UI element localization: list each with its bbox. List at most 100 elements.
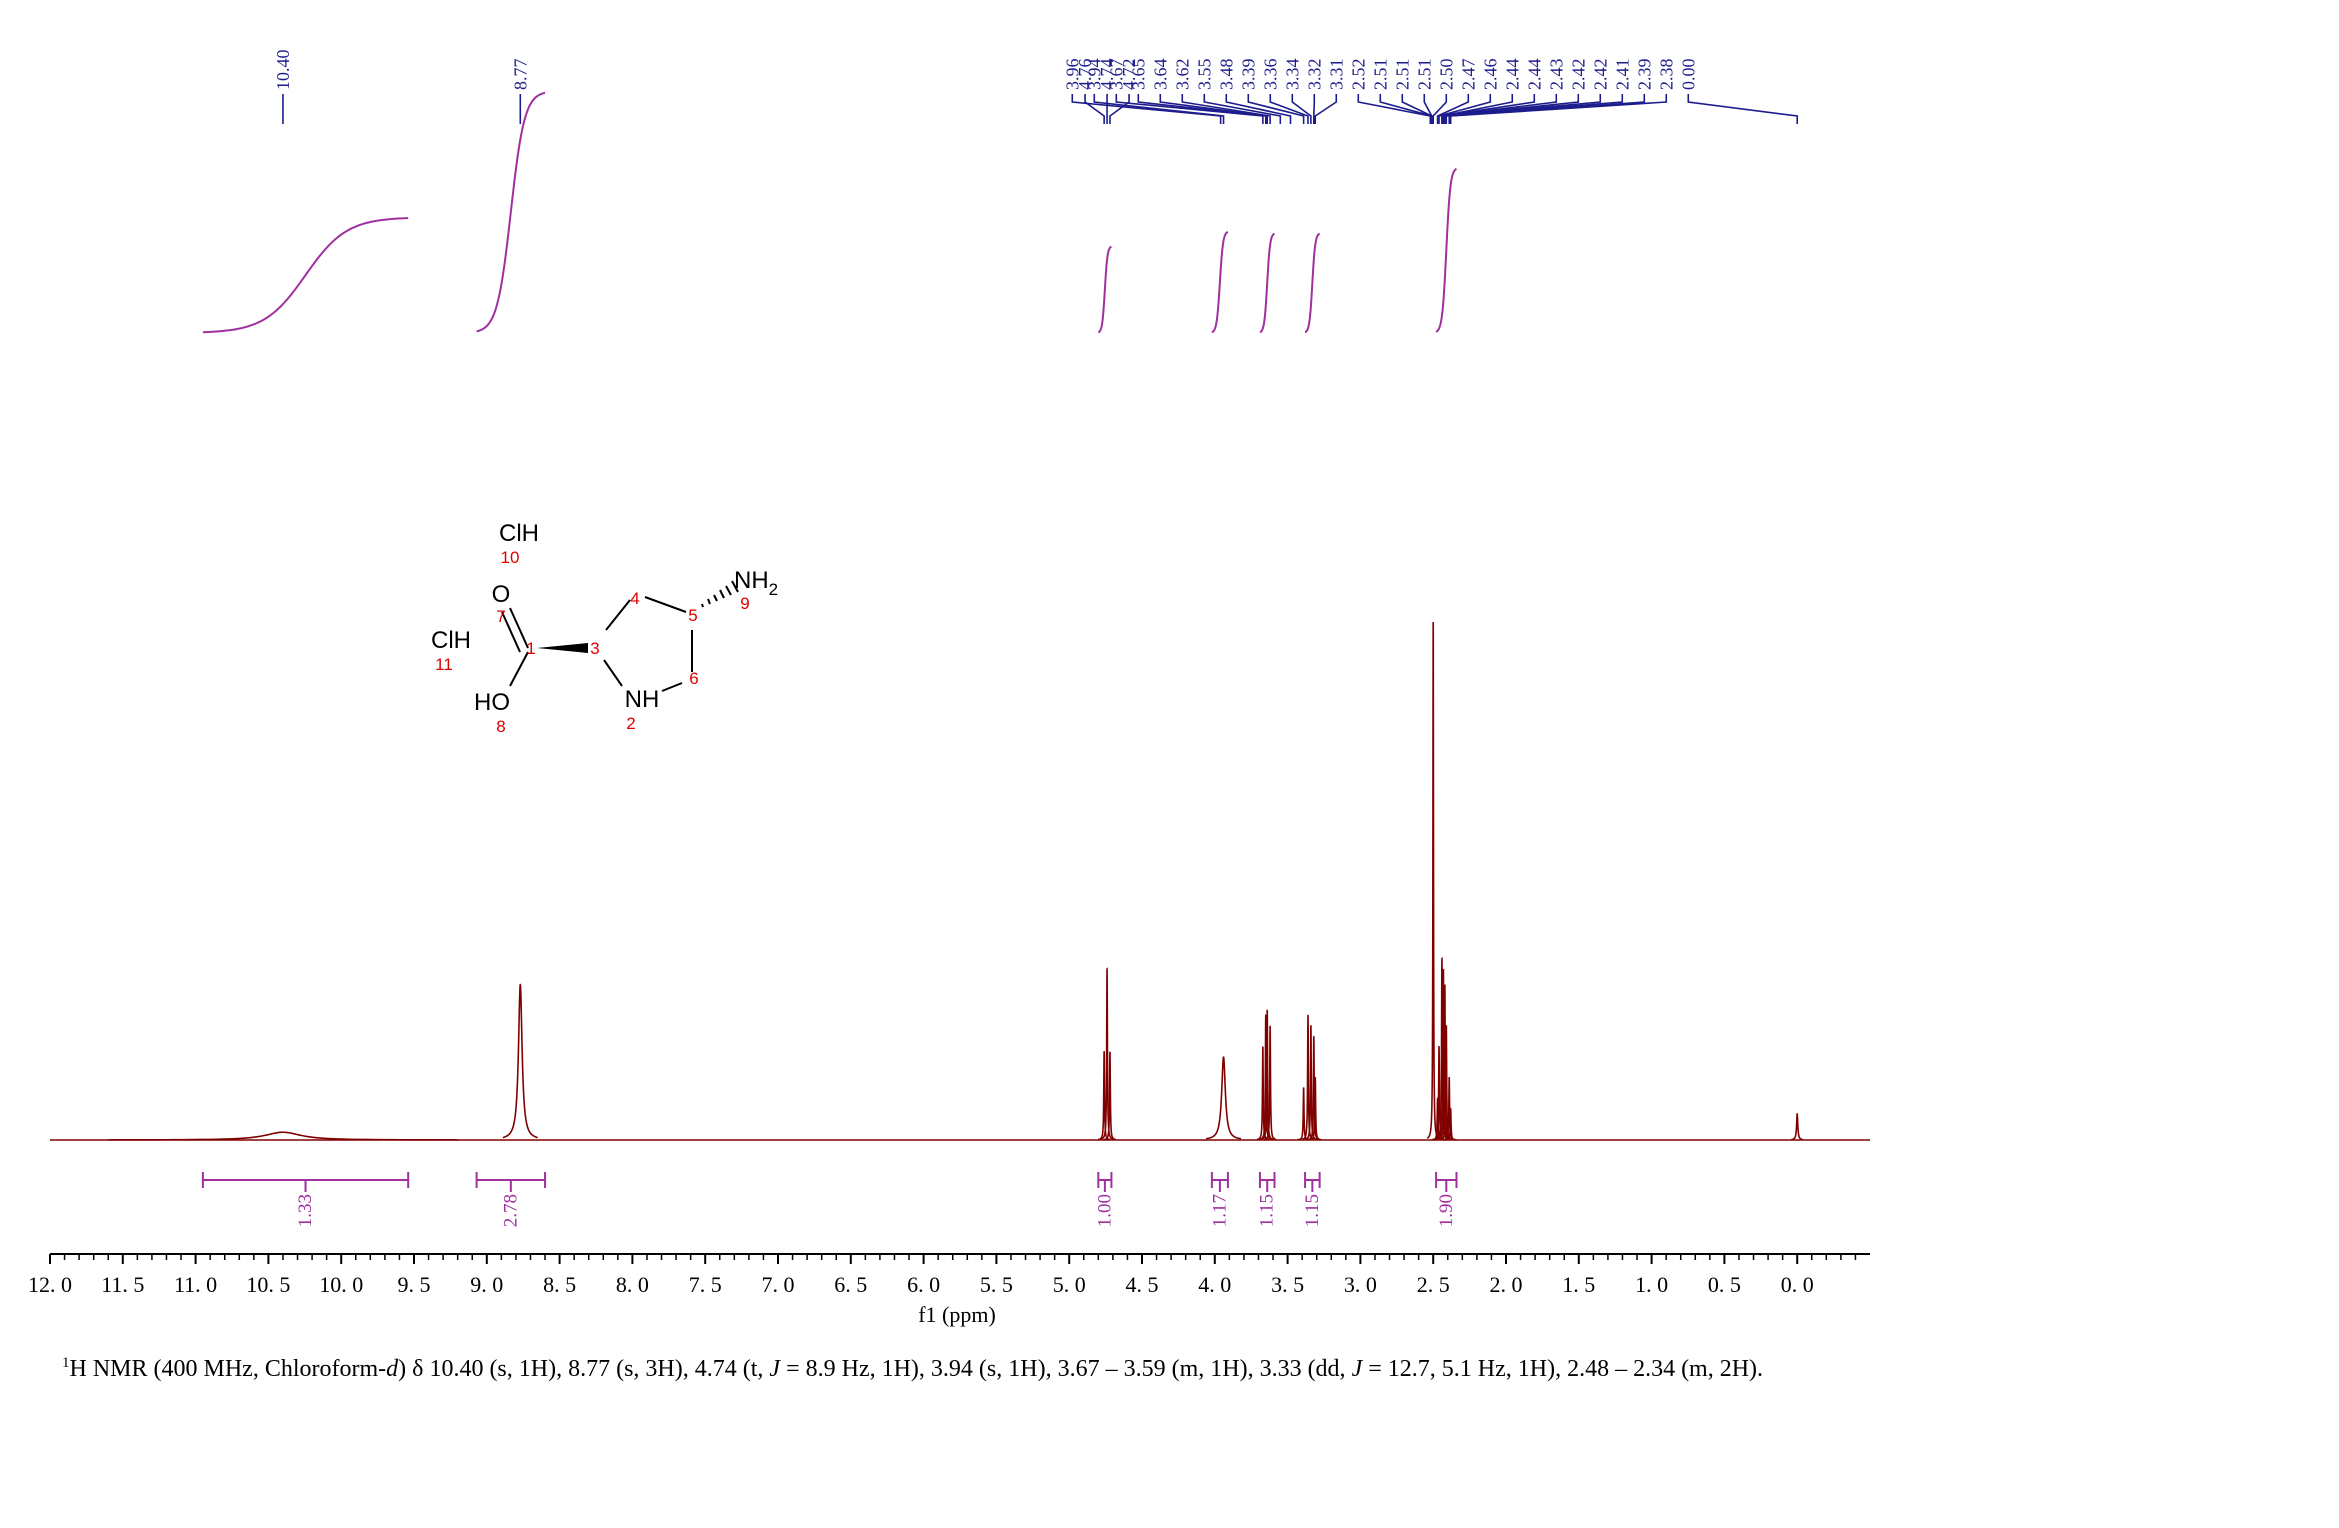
integral-bar	[1210, 1172, 1229, 1192]
peak-connector	[1181, 94, 1271, 124]
caption-italic: J	[1352, 1356, 1364, 1382]
peak-connector	[1269, 94, 1309, 124]
x-tick-label: 6. 0	[907, 1272, 940, 1297]
integral-label: 1.15	[1257, 1194, 1278, 1227]
hash-bond	[701, 580, 739, 608]
x-tick-label: 10. 5	[246, 1272, 290, 1297]
peak-label: 2.51	[1392, 59, 1412, 91]
peak-connector	[1438, 94, 1492, 124]
peak-label: 2.50	[1436, 59, 1456, 91]
peak	[1426, 621, 1440, 1139]
peak-connector	[1442, 94, 1558, 124]
atom-number: 2	[626, 714, 635, 733]
x-tick-label: 10. 0	[319, 1272, 363, 1297]
peak	[1097, 1051, 1111, 1141]
integral-curve	[1435, 167, 1458, 333]
x-axis-title: f1 (ppm)	[918, 1302, 996, 1327]
peak	[108, 1131, 458, 1141]
atom-number: 11	[435, 655, 453, 674]
atom-number: 7	[496, 607, 505, 626]
x-tick-label: 9. 0	[470, 1272, 503, 1297]
bond	[605, 599, 631, 631]
peak-connector	[1247, 94, 1305, 124]
peak	[1444, 1106, 1457, 1141]
bond	[644, 596, 687, 613]
atom-label: NH	[734, 567, 769, 594]
integral-label: 2.78	[500, 1194, 521, 1227]
caption-text: = 12.7, 5.1 Hz, 1H), 2.48 – 2.34 (m, 2H)…	[1362, 1356, 1763, 1382]
peak	[1438, 984, 1452, 1140]
x-tick-label: 5. 0	[1053, 1272, 1086, 1297]
integral-curve	[1304, 232, 1321, 334]
peak-label: 3.34	[1282, 59, 1302, 91]
peak	[1443, 1077, 1456, 1141]
x-tick-label: 0. 0	[1781, 1272, 1814, 1297]
peak-label: 2.39	[1634, 59, 1654, 91]
x-tick-label: 2. 5	[1417, 1272, 1450, 1297]
carbon-number: 3	[590, 639, 599, 658]
peak-label: 2.38	[1656, 59, 1676, 91]
peak	[1309, 1077, 1322, 1141]
wedge-bond	[537, 643, 588, 653]
x-tick-label: 1. 0	[1635, 1272, 1668, 1297]
peak	[1301, 1014, 1315, 1141]
peak-connector	[1225, 94, 1292, 124]
integral-curve	[1211, 230, 1229, 334]
peak-connector	[1109, 94, 1130, 124]
bond	[509, 651, 529, 687]
atom-label: O	[492, 581, 511, 608]
bond	[501, 611, 521, 653]
caption-italic: d	[386, 1356, 399, 1382]
peak-label: 3.65	[1128, 59, 1148, 91]
peak-connector	[1444, 94, 1602, 124]
caption-text: ) δ 10.40 (s, 1H), 8.77 (s, 3H), 4.74 (t…	[398, 1356, 769, 1382]
x-tick-label: 11. 5	[101, 1272, 144, 1297]
peak-label: 3.32	[1304, 59, 1324, 91]
bond	[661, 682, 683, 692]
peak-label: 2.44	[1502, 59, 1522, 91]
atom-number: 8	[496, 717, 505, 736]
x-tick-label: 8. 0	[616, 1272, 649, 1297]
x-tick-label: 0. 5	[1708, 1272, 1741, 1297]
integral-label: 1.15	[1302, 1194, 1323, 1227]
peak-label: 3.31	[1326, 59, 1346, 91]
atom-label: NH2	[734, 567, 778, 599]
bond	[509, 607, 529, 649]
peak-connector	[1357, 94, 1432, 124]
integral-label: 1.90	[1436, 1194, 1457, 1227]
peak	[1304, 1025, 1318, 1141]
peak-label: 2.43	[1546, 59, 1566, 91]
x-tick-label: 7. 5	[689, 1272, 722, 1297]
peak	[1263, 1025, 1277, 1141]
x-tick-label: 9. 5	[398, 1272, 431, 1297]
peak-label: 3.64	[1150, 59, 1170, 91]
peak-label: 2.51	[1414, 59, 1434, 91]
peak-connector	[1423, 94, 1433, 124]
peak-label: 2.52	[1348, 59, 1368, 91]
peak-label: 2.42	[1568, 59, 1588, 91]
peak-connector	[1137, 94, 1267, 124]
integral-label: 1.00	[1094, 1194, 1115, 1227]
x-tick-label: 7. 0	[762, 1272, 795, 1297]
peak-label: 8.77	[510, 59, 530, 91]
x-tick-label: 2. 0	[1490, 1272, 1523, 1297]
x-tick-label: 4. 0	[1198, 1272, 1231, 1297]
carbon-number: 6	[689, 669, 698, 688]
peak-label: 2.46	[1480, 59, 1500, 91]
x-tick-label: 3. 0	[1344, 1272, 1377, 1297]
peak-connector	[1159, 94, 1269, 124]
atom-label: HO	[474, 689, 510, 716]
integral-bar	[201, 1172, 410, 1192]
peak-connector	[1441, 94, 1536, 124]
peak-label: 3.39	[1238, 59, 1258, 91]
peak-label: 3.96	[1062, 59, 1082, 91]
carbon-number: 1	[526, 639, 535, 658]
carbon-number: 5	[688, 606, 697, 625]
integral-curve	[1259, 232, 1275, 334]
integral-bar	[1304, 1172, 1321, 1192]
integral-label: 1.33	[295, 1194, 316, 1227]
integral-bar	[1435, 1172, 1458, 1192]
